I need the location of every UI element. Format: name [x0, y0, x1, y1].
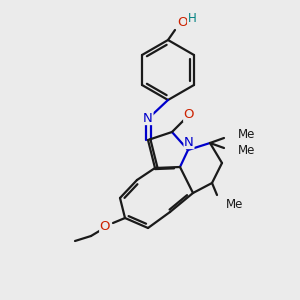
Text: Me: Me [238, 128, 255, 142]
Text: N: N [184, 136, 194, 148]
Text: O: O [184, 109, 194, 122]
Text: Me: Me [238, 145, 255, 158]
Text: H: H [188, 13, 196, 26]
Text: O: O [100, 220, 110, 232]
Text: Me: Me [226, 199, 243, 212]
Text: O: O [177, 16, 187, 29]
Text: N: N [143, 112, 153, 124]
